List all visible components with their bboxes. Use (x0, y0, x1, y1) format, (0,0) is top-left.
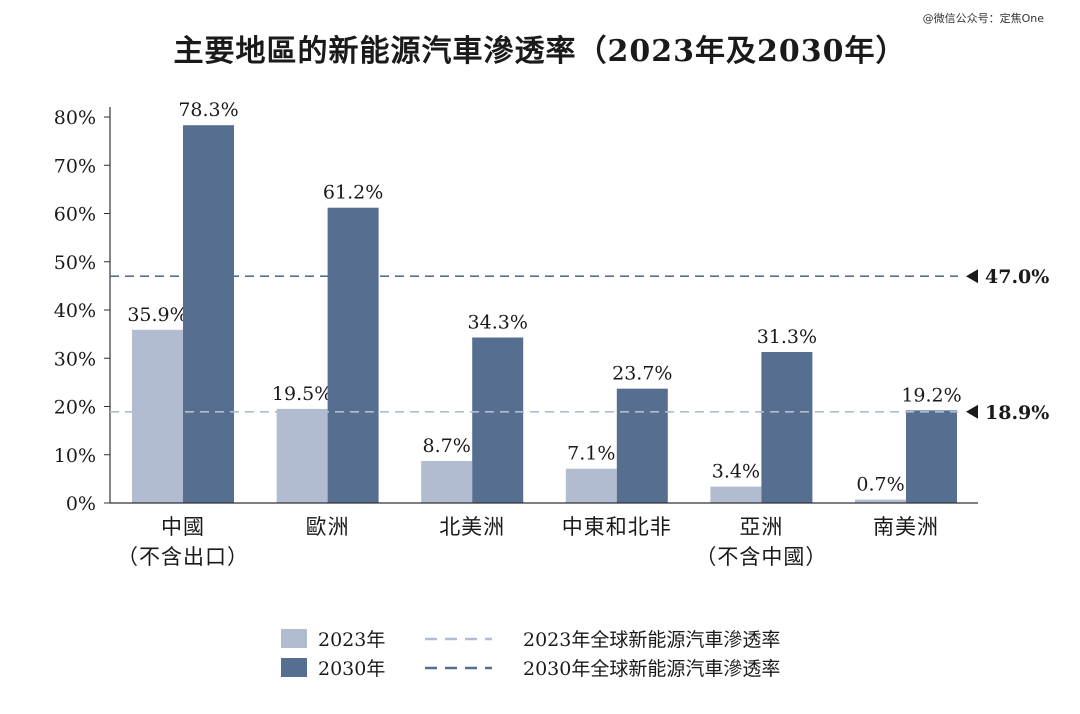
bar-2023 (132, 329, 183, 503)
category-label: （不含中國） (695, 545, 827, 569)
y-tick-label: 0% (66, 493, 96, 515)
bar-value-label: 0.7% (856, 474, 904, 496)
y-tick-label: 70% (54, 155, 96, 177)
bar-value-label: 31.3% (757, 326, 817, 348)
bar-value-label: 19.2% (901, 384, 961, 406)
legend-swatch (281, 658, 307, 677)
y-tick-label: 50% (54, 252, 96, 274)
bar-2030 (327, 207, 379, 503)
bar-2023 (565, 468, 617, 503)
y-tick-label: 30% (54, 348, 96, 370)
legend-swatch (281, 629, 307, 648)
y-tick-label: 20% (54, 397, 96, 419)
chart-title: 主要地區的新能源汽車滲透率（2023年及2030年） (173, 34, 907, 69)
category-label: 歐洲 (306, 515, 350, 539)
bar-2030 (183, 125, 234, 503)
bar-2023 (421, 461, 473, 503)
y-tick-label: 60% (54, 204, 96, 226)
bar-2023 (276, 408, 328, 503)
bar-2030 (761, 351, 813, 503)
bar-value-label: 19.5% (272, 383, 332, 405)
legend-label: 2030年 (318, 658, 385, 680)
bar-value-label: 61.2% (323, 182, 383, 204)
bar-value-label: 7.1% (567, 443, 615, 465)
bar-value-label: 78.3% (178, 99, 238, 121)
category-label: 中國 (161, 515, 205, 539)
legend-label: 2023年 (318, 629, 385, 651)
category-label: 中東和北非 (562, 515, 672, 539)
bar-value-label: 8.7% (423, 435, 471, 457)
bar-value-label: 34.3% (468, 312, 528, 334)
bar-2023 (710, 486, 762, 503)
bar-2030 (616, 388, 668, 503)
category-label: （不含出口） (117, 545, 249, 569)
category-label: 亞洲 (739, 515, 783, 539)
category-label: 北美洲 (439, 515, 505, 539)
watermark: @微信公众号：定焦One (922, 12, 1044, 25)
bar-value-label: 35.9% (127, 304, 187, 326)
category-label: 南美洲 (873, 515, 939, 539)
bar-value-label: 23.7% (612, 363, 672, 385)
reference-value-label: 18.9% (985, 402, 1049, 424)
bar-2030 (906, 410, 957, 503)
reference-value-label: 47.0% (985, 266, 1049, 288)
bar-2023 (855, 499, 906, 503)
bar-2030 (472, 337, 524, 503)
y-tick-label: 80% (54, 107, 96, 129)
reference-marker-icon (966, 404, 978, 419)
bar-value-label: 3.4% (712, 461, 760, 483)
y-tick-label: 40% (54, 300, 96, 322)
legend-label: 2023年全球新能源汽車滲透率 (523, 629, 780, 651)
reference-marker-icon (966, 269, 978, 284)
legend-label: 2030年全球新能源汽車滲透率 (523, 658, 780, 680)
y-tick-label: 10% (54, 445, 96, 467)
